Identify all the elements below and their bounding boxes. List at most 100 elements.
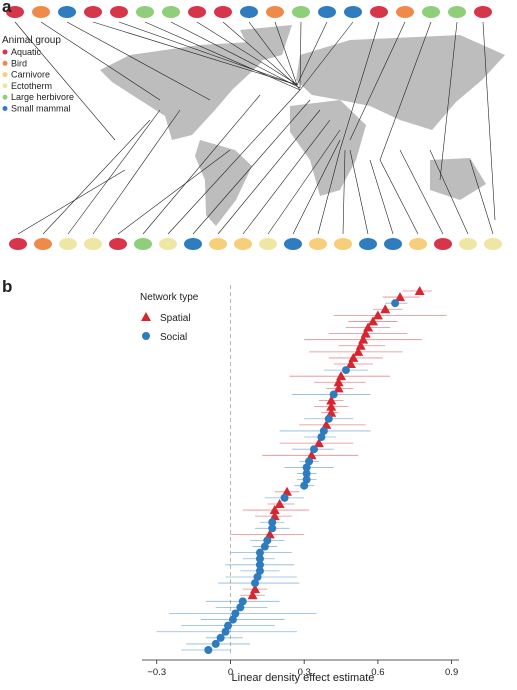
connector xyxy=(349,21,406,141)
animal-icon xyxy=(370,6,388,18)
marker-spatial xyxy=(321,419,332,429)
animal-icon xyxy=(284,238,302,250)
marker-social xyxy=(341,366,350,375)
connector xyxy=(469,159,494,235)
animal-icon xyxy=(162,6,180,18)
connector xyxy=(92,21,298,86)
connector xyxy=(274,21,298,86)
legend-title: Animal group xyxy=(2,35,61,46)
north-america xyxy=(100,42,262,140)
animal-icon xyxy=(136,6,154,18)
animal-icons xyxy=(6,6,502,250)
animal-icon xyxy=(266,6,284,18)
animal-icon xyxy=(188,6,206,18)
connector xyxy=(17,169,126,235)
connector xyxy=(482,21,496,221)
legend-title: Network type xyxy=(140,292,199,303)
connector xyxy=(117,149,231,235)
connector xyxy=(299,21,354,91)
marker-social xyxy=(302,469,311,478)
connector xyxy=(92,109,181,235)
legend-swatch xyxy=(2,83,8,89)
animal-icon xyxy=(484,238,502,250)
animal-icon xyxy=(209,238,227,250)
animal-icon xyxy=(84,238,102,250)
marker-spatial xyxy=(333,377,344,387)
connector xyxy=(142,94,261,235)
animal-icon xyxy=(9,238,27,250)
legend-label: Spatial xyxy=(160,313,191,324)
marker-spatial xyxy=(414,286,425,295)
legend-label: Large herbivore xyxy=(11,92,74,102)
marker-spatial xyxy=(306,450,317,460)
connector xyxy=(342,149,346,235)
australia xyxy=(430,158,486,200)
marker-spatial xyxy=(326,395,337,405)
legend-label: Social xyxy=(160,332,187,343)
connector xyxy=(167,89,301,235)
forest-plot: −0.3 0 0.3 0.6 0.9 Spatial Social xyxy=(141,285,459,678)
marker-social xyxy=(268,518,277,527)
marker-social xyxy=(317,433,326,442)
connector xyxy=(379,21,432,161)
marker-spatial xyxy=(264,529,275,539)
x-axis-title: Linear density effect estimate xyxy=(232,672,375,684)
marker-social xyxy=(228,615,237,624)
connector xyxy=(379,159,419,235)
marker-social xyxy=(238,597,247,606)
animal-icon xyxy=(6,6,24,18)
marker-social xyxy=(255,554,264,563)
animal-icon xyxy=(109,238,127,250)
marker-spatial xyxy=(326,401,337,411)
connector xyxy=(296,21,328,86)
marker-social xyxy=(280,493,289,502)
connector xyxy=(399,149,444,235)
marker-social xyxy=(231,609,240,618)
connector xyxy=(217,109,321,235)
marker-social xyxy=(255,566,264,575)
marker-social xyxy=(391,299,400,308)
animal-icon xyxy=(422,6,440,18)
panel-label: b xyxy=(2,277,12,296)
connector xyxy=(339,21,380,151)
x-tick-label: 0.6 xyxy=(371,667,384,678)
animal-icon xyxy=(184,238,202,250)
legend-swatch xyxy=(2,106,8,111)
animal-icon xyxy=(240,6,258,18)
connector xyxy=(429,149,469,235)
legend-swatch xyxy=(2,94,8,100)
animal-icon xyxy=(396,6,414,18)
connector xyxy=(67,109,161,235)
legend-label: Ectotherm xyxy=(11,81,52,91)
marker-social xyxy=(224,621,233,630)
marker-spatial xyxy=(281,486,292,496)
animal-icon xyxy=(318,6,336,18)
animal-icon xyxy=(58,6,76,18)
connector xyxy=(349,149,369,235)
marker-spatial xyxy=(333,383,344,393)
animal-icon xyxy=(474,6,492,18)
animal-icon xyxy=(234,238,252,250)
legend-label: Bird xyxy=(11,58,27,68)
marker-spatial xyxy=(269,505,280,515)
animal-icon xyxy=(59,238,77,250)
connector xyxy=(40,21,161,101)
marker-spatial xyxy=(395,292,406,302)
connector xyxy=(267,129,341,235)
animal-icon xyxy=(344,6,362,18)
south-america xyxy=(195,140,252,226)
marker-spatial xyxy=(247,590,258,600)
marker-social xyxy=(216,633,225,642)
animal-icon xyxy=(384,238,402,250)
legend-label: Small mammal xyxy=(11,104,71,114)
connector xyxy=(118,21,298,86)
animal-icon xyxy=(434,238,452,250)
animal-icon xyxy=(334,238,352,250)
marker-social xyxy=(310,445,319,454)
animal-icon xyxy=(359,238,377,250)
connector xyxy=(14,21,116,141)
connector xyxy=(222,21,297,86)
marker-spatial xyxy=(372,310,383,320)
